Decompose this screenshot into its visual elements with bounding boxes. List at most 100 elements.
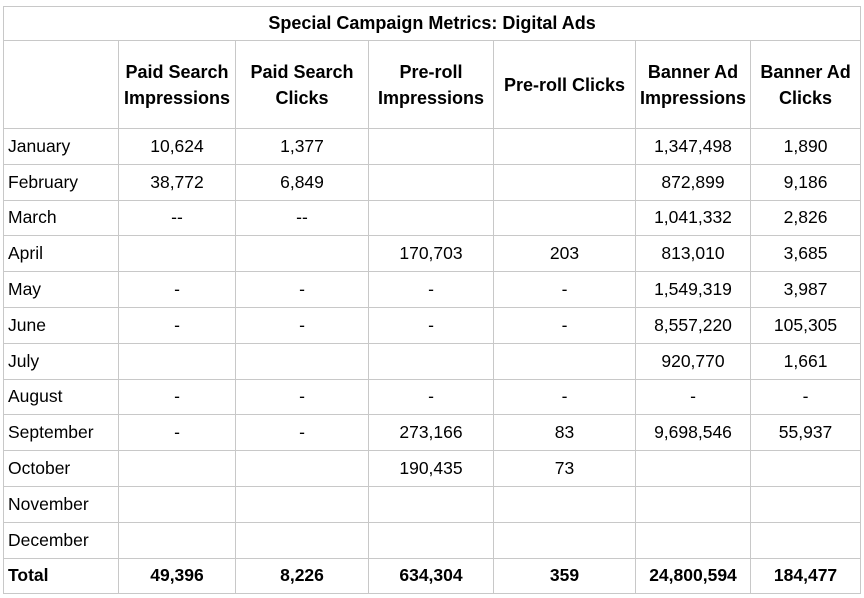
total-banner-ad-impressions: 24,800,594: [635, 557, 751, 594]
cell-pre-roll-impressions: 190,435: [368, 450, 494, 487]
header-paid-search-impressions: Paid Search Impressions: [118, 40, 236, 129]
month-cell: July: [3, 342, 119, 380]
header-paid-search-clicks: Paid Search Clicks: [235, 40, 369, 129]
cell-paid-search-impressions: 38,772: [118, 163, 236, 201]
month-cell: March: [3, 199, 119, 237]
cell-banner-ad-impressions: 872,899: [635, 163, 751, 201]
cell-banner-ad-clicks: 9,186: [749, 163, 862, 201]
cell-pre-roll-clicks: 73: [493, 450, 636, 487]
total-label: Total: [3, 557, 119, 594]
header-pre-roll-clicks: Pre-roll Clicks: [493, 40, 636, 129]
month-cell: May: [3, 271, 119, 308]
month-cell: October: [3, 450, 119, 487]
cell-paid-search-clicks: -: [235, 378, 369, 416]
cell-pre-roll-impressions: -: [368, 378, 494, 416]
cell-banner-ad-clicks: [749, 485, 862, 523]
campaign-metrics-table: Special Campaign Metrics: Digital Ads Pa…: [2, 6, 862, 594]
cell-paid-search-clicks: -: [235, 271, 369, 308]
table-row: September - -273,166 83 9,698,546 55,937: [3, 414, 862, 452]
cell-banner-ad-impressions: 1,347,498: [635, 128, 751, 165]
cell-paid-search-impressions: -: [118, 306, 236, 344]
cell-banner-ad-impressions: [635, 521, 751, 559]
total-pre-roll-clicks: 359: [493, 557, 636, 594]
cell-paid-search-clicks: [235, 450, 369, 487]
cell-pre-roll-clicks: -: [493, 378, 636, 416]
header-month: [3, 40, 119, 129]
cell-pre-roll-clicks: [493, 485, 636, 523]
cell-banner-ad-impressions: -: [635, 378, 751, 416]
cell-paid-search-clicks: -: [235, 306, 369, 344]
cell-paid-search-impressions: [118, 485, 236, 523]
cell-paid-search-impressions: 10,624: [118, 128, 236, 165]
cell-banner-ad-impressions: 9,698,546: [635, 414, 751, 452]
cell-paid-search-clicks: [235, 485, 369, 523]
total-pre-roll-impressions: 634,304: [368, 557, 494, 594]
cell-pre-roll-clicks: [493, 342, 636, 380]
month-cell: June: [3, 306, 119, 344]
table-row: December: [3, 521, 862, 559]
cell-paid-search-clicks: -: [235, 414, 369, 452]
cell-banner-ad-impressions: [635, 450, 751, 487]
table-row: March -- -- 1,041,332 2,826: [3, 199, 862, 237]
table-row: October 190,435 73: [3, 450, 862, 487]
total-banner-ad-clicks: 184,477: [749, 557, 862, 594]
cell-pre-roll-clicks: [493, 521, 636, 559]
cell-banner-ad-clicks: 105,305: [749, 306, 862, 344]
cell-pre-roll-clicks: [493, 163, 636, 201]
cell-paid-search-impressions: [118, 235, 236, 273]
cell-paid-search-impressions: [118, 450, 236, 487]
header-banner-ad-clicks: Banner Ad Clicks: [749, 40, 862, 129]
month-cell: February: [3, 163, 119, 201]
cell-pre-roll-impressions: [368, 485, 494, 523]
cell-banner-ad-impressions: 1,041,332: [635, 199, 751, 237]
cell-paid-search-impressions: --: [118, 199, 236, 237]
cell-banner-ad-clicks: 3,685: [749, 235, 862, 273]
header-row: Paid Search Impressions Paid Search Clic…: [3, 40, 862, 129]
cell-paid-search-impressions: [118, 342, 236, 380]
cell-banner-ad-impressions: 8,557,220: [635, 306, 751, 344]
cell-paid-search-clicks: [235, 342, 369, 380]
cell-banner-ad-clicks: [749, 521, 862, 559]
cell-pre-roll-clicks: 83: [493, 414, 636, 452]
month-cell: April: [3, 235, 119, 273]
cell-banner-ad-clicks: -: [749, 378, 862, 416]
cell-paid-search-clicks: --: [235, 199, 369, 237]
cell-pre-roll-impressions: -: [368, 306, 494, 344]
cell-paid-search-impressions: -: [118, 414, 236, 452]
cell-banner-ad-impressions: 1,549,319: [635, 271, 751, 308]
cell-banner-ad-clicks: 1,661: [749, 342, 862, 380]
cell-pre-roll-impressions: 170,703: [368, 235, 494, 273]
table-row: August - - - - - -: [3, 378, 862, 416]
cell-banner-ad-clicks: 55,937: [749, 414, 862, 452]
table-row: November: [3, 485, 862, 523]
month-cell: January: [3, 128, 119, 165]
cell-pre-roll-clicks: -: [493, 306, 636, 344]
cell-pre-roll-impressions: [368, 163, 494, 201]
table-row: April 170,703 203 813,010 3,685: [3, 235, 862, 273]
header-banner-ad-impressions: Banner Ad Impressions: [635, 40, 751, 129]
cell-pre-roll-impressions: 273,166: [368, 414, 494, 452]
cell-paid-search-impressions: -: [118, 271, 236, 308]
cell-pre-roll-clicks: -: [493, 271, 636, 308]
month-cell: November: [3, 485, 119, 523]
cell-paid-search-impressions: [118, 521, 236, 559]
cell-paid-search-clicks: 6,849: [235, 163, 369, 201]
cell-banner-ad-impressions: 813,010: [635, 235, 751, 273]
month-cell: September: [3, 414, 119, 452]
cell-banner-ad-clicks: 3,987: [749, 271, 862, 308]
month-cell: August: [3, 378, 119, 416]
total-paid-search-clicks: 8,226: [235, 557, 369, 594]
cell-banner-ad-impressions: [635, 485, 751, 523]
cell-paid-search-clicks: [235, 235, 369, 273]
cell-pre-roll-impressions: [368, 199, 494, 237]
month-cell: December: [3, 521, 119, 559]
header-pre-roll-impressions: Pre-roll Impressions: [368, 40, 494, 129]
cell-paid-search-clicks: [235, 521, 369, 559]
cell-paid-search-clicks: 1,377: [235, 128, 369, 165]
cell-banner-ad-clicks: 2,826: [749, 199, 862, 237]
cell-pre-roll-impressions: [368, 128, 494, 165]
table-row: January 10,624 1,377 1,347,498 1,890: [3, 128, 862, 165]
table-row: February 38,772 6,849 872,899 9,186: [3, 163, 862, 201]
cell-pre-roll-clicks: 203: [493, 235, 636, 273]
cell-pre-roll-impressions: [368, 342, 494, 380]
